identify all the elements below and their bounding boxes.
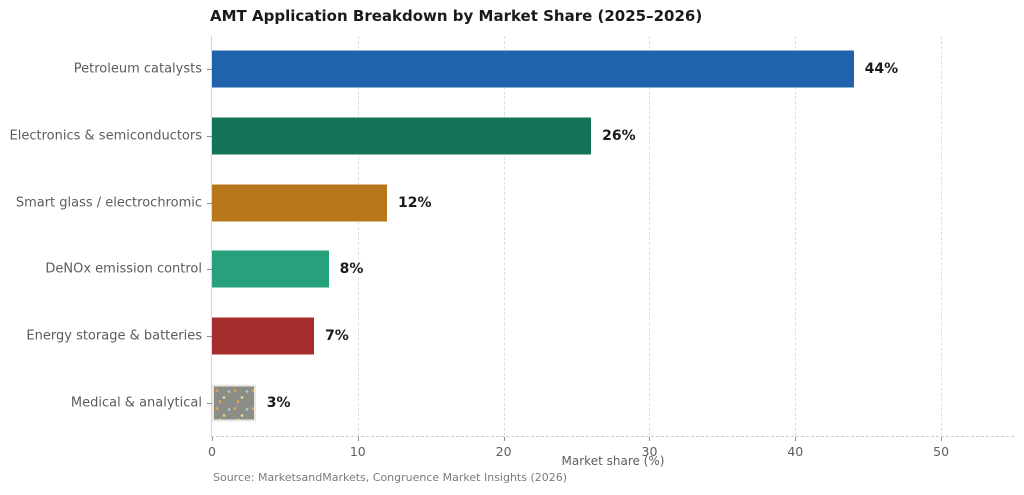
category-label: Energy storage & batteries <box>26 328 202 344</box>
category-tick-mark <box>207 202 212 204</box>
bar-value-label: 44% <box>864 61 899 78</box>
bar-row: Petroleum catalysts 44% <box>74 36 1014 103</box>
category-tick-mark <box>207 69 212 71</box>
bar-row: Smart glass / electrochromic 12% <box>16 169 1014 236</box>
chart-title: AMT Application Breakdown by Market Shar… <box>210 7 703 25</box>
x-tick-label: 20 <box>495 444 512 459</box>
bar <box>212 250 329 288</box>
gridline <box>357 36 359 436</box>
category-label: Smart glass / electrochromic <box>15 195 202 211</box>
plot-area: Market share (%) 0 10 20 30 40 50 Petroleum ca… <box>10 36 1014 468</box>
x-tick-mark <box>795 437 797 441</box>
gridline <box>941 36 943 436</box>
gridline <box>503 36 505 436</box>
bar-row: Energy storage & batteries 7% <box>26 303 1014 370</box>
x-tick-mark <box>941 437 943 441</box>
bar-value-label: 3% <box>266 394 291 411</box>
bar-value-label: 7% <box>325 327 349 344</box>
bar-row: Electronics & semiconductors 26% <box>10 103 1014 170</box>
bar <box>212 184 387 222</box>
bar <box>212 317 315 355</box>
x-tick-mark <box>357 437 359 441</box>
category-tick-mark <box>207 269 212 271</box>
x-tick-label: 50 <box>933 444 950 459</box>
category-label: Medical & analytical <box>70 395 202 411</box>
category-tick-mark <box>207 135 212 137</box>
x-tick-label: 30 <box>641 444 658 459</box>
x-axis-label: Market share (%) <box>561 454 665 468</box>
gridline <box>649 36 651 436</box>
bar-value-label: 12% <box>397 194 432 211</box>
x-tick-label: 40 <box>787 444 804 459</box>
x-tick-mark <box>212 437 213 441</box>
x-tick-label: 10 <box>349 444 366 459</box>
x-tick-label: 0 <box>208 444 216 459</box>
bar <box>212 50 854 88</box>
x-tick-mark <box>649 437 651 441</box>
x-tick-mark <box>503 437 505 441</box>
category-tick-mark <box>207 402 212 404</box>
category-label: DeNOx emission control <box>45 261 202 277</box>
category-tick-mark <box>207 335 212 337</box>
category-label: Electronics & semiconductors <box>9 128 202 144</box>
bar-value-label: 26% <box>602 127 636 144</box>
bar-row: Medical & analytical 3% <box>71 369 1014 436</box>
bar <box>212 384 256 422</box>
bar-row: DeNOx emission control 8% <box>45 236 1014 303</box>
bar <box>212 117 592 155</box>
bar-value-label: 8% <box>339 261 364 278</box>
gridline <box>795 36 797 436</box>
category-label: Petroleum catalysts <box>73 61 202 77</box>
source-note: Source: MarketsandMarkets, Congruence Ma… <box>213 471 568 484</box>
